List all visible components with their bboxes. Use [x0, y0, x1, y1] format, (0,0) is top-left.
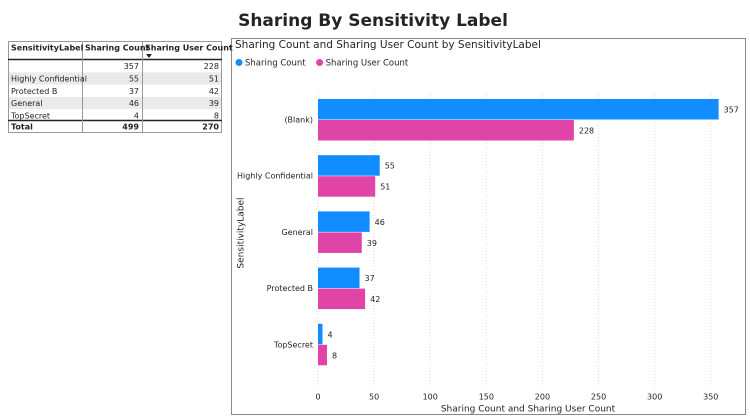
- x-tick-label: 300: [647, 393, 662, 402]
- bar: [318, 211, 370, 232]
- bar: [318, 99, 719, 120]
- legend-swatch: [235, 59, 243, 66]
- x-tick-label: 350: [703, 393, 718, 402]
- table-frame: [8, 41, 222, 133]
- table-cell: General: [11, 99, 43, 108]
- legend-label: Sharing User Count: [326, 59, 409, 69]
- table-cell: 37: [129, 87, 139, 96]
- chart-title: Sharing Count and Sharing User Count by …: [235, 39, 541, 51]
- y-tick-label: (Blank): [284, 116, 313, 125]
- table-cell: Highly Confidential: [11, 74, 87, 83]
- value-label: 51: [380, 183, 390, 192]
- value-label: 228: [579, 127, 594, 136]
- value-label: 55: [385, 162, 395, 171]
- legend-swatch: [316, 59, 324, 66]
- value-label: 4: [327, 330, 332, 339]
- bar: [318, 344, 327, 366]
- table-cell: 39: [209, 99, 219, 108]
- row-shade: [9, 96, 221, 110]
- table-cell: TopSecret: [10, 111, 50, 120]
- value-label: 42: [370, 295, 380, 304]
- x-tick-label: 100: [423, 393, 438, 402]
- column-header: Sharing User Count: [145, 44, 233, 53]
- table-cell: 228: [204, 62, 219, 71]
- bar: [318, 176, 376, 197]
- x-tick-label: 50: [369, 393, 379, 402]
- value-label: 39: [367, 239, 377, 248]
- table-cell: 46: [129, 99, 139, 108]
- sort-arrow: [146, 54, 152, 58]
- bar: [318, 232, 362, 253]
- table-cell: 8: [214, 111, 219, 120]
- legend-label: Sharing Count: [245, 59, 306, 69]
- x-tick-label: 0: [315, 393, 320, 402]
- bar: [318, 267, 360, 289]
- value-label: 357: [724, 106, 739, 115]
- page-title: Sharing By Sensitivity Label: [238, 11, 508, 31]
- y-axis-label: SensitivityLabel: [237, 197, 247, 268]
- value-label: 8: [332, 351, 337, 360]
- bar: [318, 120, 574, 141]
- bar: [318, 288, 366, 310]
- chart-frame: [231, 38, 746, 415]
- column-header: SensitivityLabel: [11, 44, 84, 53]
- total-cell: 270: [202, 123, 219, 132]
- x-tick-label: 250: [591, 393, 606, 402]
- bar: [318, 155, 380, 176]
- row-shade: [9, 72, 221, 85]
- total-cell: 499: [122, 123, 139, 132]
- x-tick-label: 200: [535, 393, 550, 402]
- y-tick-label: General: [281, 228, 313, 237]
- table-cell: 55: [129, 74, 139, 83]
- bar: [318, 323, 323, 345]
- table-cell: 51: [209, 74, 219, 83]
- y-tick-label: Highly Confidential: [237, 172, 313, 181]
- table-cell: 4: [134, 111, 139, 120]
- x-tick-label: 150: [479, 393, 494, 402]
- y-tick-label: Protected B: [267, 284, 313, 293]
- column-header: Sharing Count: [85, 44, 150, 53]
- table-cell: Protected B: [11, 87, 57, 96]
- value-label: 46: [375, 218, 385, 227]
- table-cell: 357: [124, 62, 139, 71]
- total-cell: Total: [11, 123, 33, 132]
- y-tick-label: TopSecret: [273, 340, 313, 349]
- value-label: 37: [365, 274, 375, 283]
- x-axis-label: Sharing Count and Sharing User Count: [441, 405, 616, 415]
- table-cell: 42: [209, 87, 219, 96]
